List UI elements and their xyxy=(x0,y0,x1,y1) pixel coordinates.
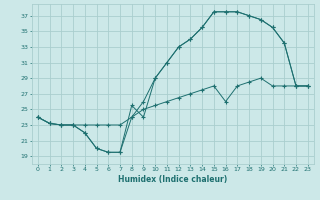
X-axis label: Humidex (Indice chaleur): Humidex (Indice chaleur) xyxy=(118,175,228,184)
